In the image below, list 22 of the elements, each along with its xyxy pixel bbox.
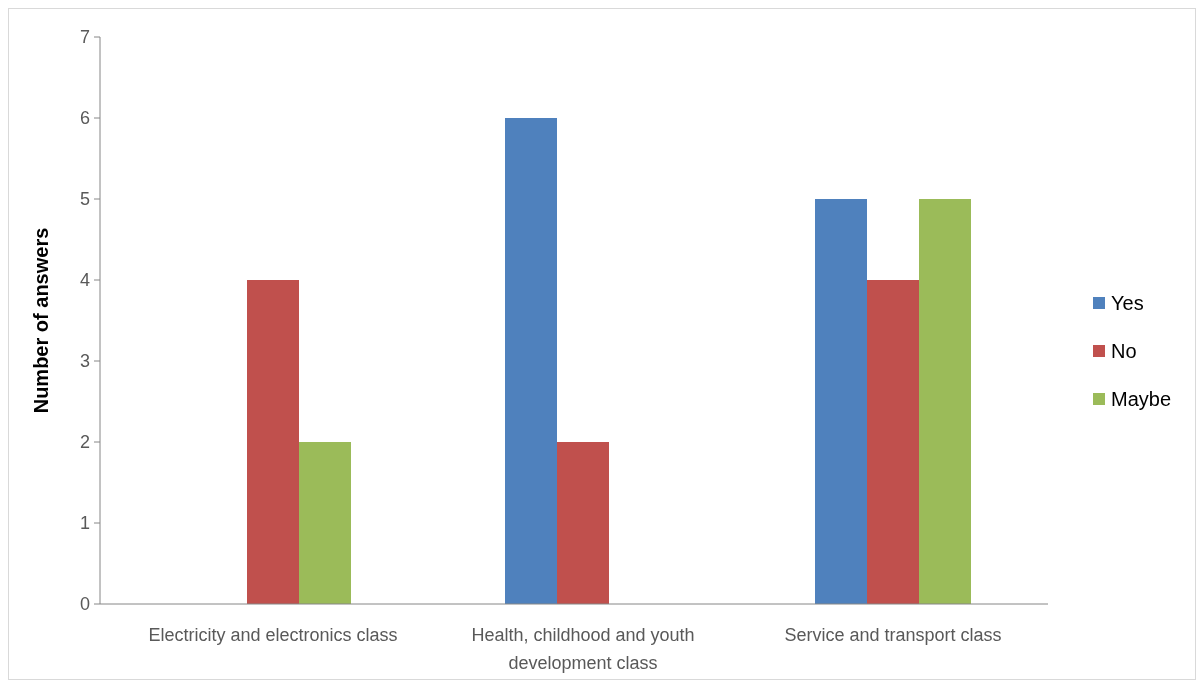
bar [299,442,351,604]
y-tick-label: 1 [79,513,90,534]
legend-label: Maybe [1111,388,1172,410]
x-tick-label: Health, childhood and youth development class [471,625,695,673]
y-tick-label: 6 [79,108,90,129]
x-tick-label: Service and transport class [784,625,1002,645]
y-tick-label: 4 [79,270,90,291]
bar [919,199,971,604]
y-tick-label: 7 [79,27,90,48]
bar [867,280,919,604]
legend-label: No [1111,340,1137,362]
y-tick-label: 0 [79,594,90,615]
bar [247,280,299,604]
bar [557,442,609,604]
bar [815,199,867,604]
y-tick-label: 5 [79,189,90,210]
legend-label: Yes [1111,292,1144,314]
y-tick-label: 2 [79,432,90,453]
y-tick-label: 3 [79,351,90,372]
y-axis-title: Number of answers [30,227,52,414]
bar [505,118,557,604]
x-tick-label: Electricity and electronics class [148,625,398,645]
